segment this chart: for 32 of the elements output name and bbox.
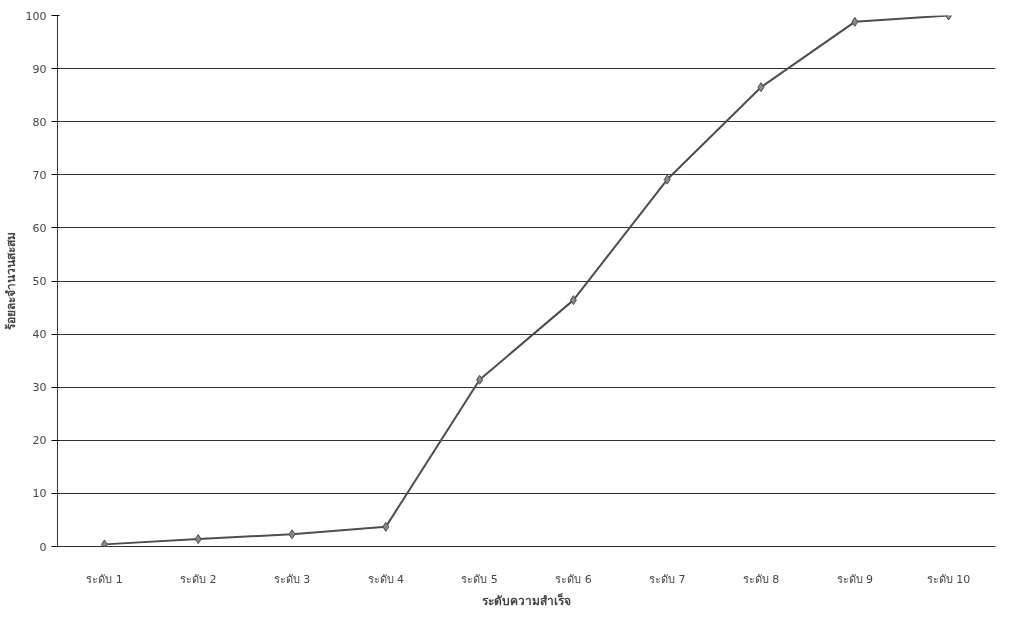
point	[851, 16, 859, 27]
x-tick-label: ระดับ 7	[648, 572, 686, 586]
point	[476, 374, 484, 385]
y-tick-label: 20	[32, 434, 47, 448]
x-axis-title: ระดับความสำเร็จ	[482, 592, 571, 608]
x-tick-label: ระดับ 2	[179, 572, 217, 586]
point	[288, 529, 296, 540]
x-tick-label: ระดับ 1	[86, 572, 123, 586]
x-tick-label: ระดับ 3	[273, 572, 311, 586]
y-tick-label: 50	[32, 275, 47, 288]
y-axis-title: ร้อยละจำนวนสะสม	[3, 232, 18, 330]
y-tick-label: 40	[32, 328, 47, 342]
x-tick-label: ระดับ 10	[926, 572, 971, 586]
y-tick-label: 60	[32, 221, 47, 235]
x-tick-label: ระดับ 8	[742, 572, 780, 586]
point	[100, 539, 108, 547]
x-tick-label: ระดับ 5	[461, 572, 498, 586]
x-tick-label: ระดับ 6	[555, 572, 592, 586]
point	[757, 82, 765, 93]
y-tick-label: 80	[32, 115, 47, 129]
y-tick-label: 100	[25, 9, 47, 23]
x-tick-label: ระดับ 4	[367, 572, 405, 586]
y-tick-label: 10	[32, 487, 47, 501]
x-tick-label: ระดับ 9	[836, 572, 874, 586]
point	[194, 534, 202, 545]
y-tick-label: 0	[39, 540, 47, 554]
point	[382, 521, 390, 532]
y-tick-label: 70	[32, 168, 47, 182]
point	[569, 295, 577, 306]
point	[663, 174, 671, 185]
y-tick-label: 90	[32, 62, 47, 76]
y-tick-label: 30	[32, 381, 47, 395]
